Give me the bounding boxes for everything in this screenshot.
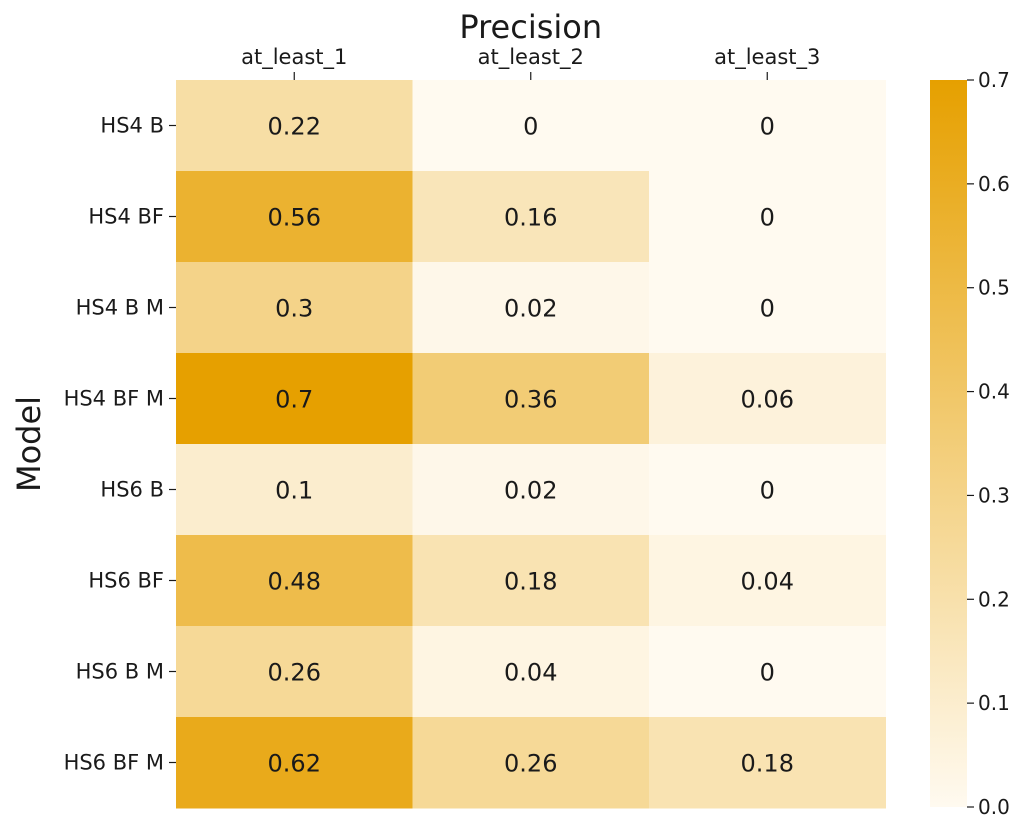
chart-title: Precision [459, 8, 602, 46]
heatmap-cell [649, 262, 886, 354]
colorbar-tick-label: 0.3 [978, 483, 1010, 507]
cell-value-label: 0.04 [504, 659, 557, 687]
heatmap-cell [649, 626, 886, 718]
x-axis-ticks: at_least_1 at_least_2 at_least_3 [241, 45, 820, 80]
cell-value-label: 0.18 [504, 568, 557, 596]
heatmap-cell [649, 353, 886, 445]
cell-value-label: 0.02 [504, 477, 557, 505]
cell-value-label: 0 [760, 204, 775, 232]
y-axis-ticks: HS4 B HS4 BF HS4 B M HS4 BF M HS6 B HS6 BF HS6… [64, 114, 176, 775]
heatmap-cell [412, 444, 650, 536]
x-tick-label: at_least_3 [714, 45, 820, 70]
cell-value-label: 0.16 [504, 204, 557, 232]
cell-value-label: 0 [523, 113, 538, 141]
cell-value-label: 0 [760, 477, 775, 505]
heatmap-cell [176, 535, 413, 627]
heatmap-cell [176, 262, 413, 354]
heatmap-cell [176, 444, 413, 536]
cell-value-label: 0.26 [268, 659, 321, 687]
colorbar-tick-label: 0.6 [978, 172, 1010, 196]
colorbar-tick-label: 0.0 [978, 795, 1010, 819]
y-tick-label: HS4 BF [88, 205, 164, 229]
y-tick-label: HS4 B [100, 114, 164, 138]
cell-value-label: 0.22 [268, 113, 321, 141]
heatmap-cells: 0.22 0 0 0.56 0.16 0 0.3 0.02 0 0.7 0.36 0.06 0.1 0.0… [176, 80, 886, 809]
heatmap-cell [649, 535, 886, 627]
heatmap-cell [412, 535, 650, 627]
colorbar-tick-label: 0.2 [978, 587, 1010, 611]
y-axis-title: Model [10, 396, 48, 492]
x-tick-label: at_least_2 [478, 45, 584, 70]
heatmap-cell [412, 353, 650, 445]
cell-value-label: 0.02 [504, 295, 557, 323]
cell-value-label: 0 [760, 295, 775, 323]
y-tick-label: HS4 BF M [64, 387, 164, 411]
cell-value-label: 0.62 [268, 750, 321, 778]
y-tick-label: HS6 BF M [64, 751, 164, 775]
cell-value-label: 0.3 [275, 295, 313, 323]
heatmap-cell [176, 717, 413, 809]
cell-value-label: 0.1 [275, 477, 313, 505]
colorbar-ticks: 0.0 0.1 0.2 0.3 0.4 0.5 0.6 0.7 [967, 68, 1010, 819]
y-tick-label: HS4 B M [76, 296, 164, 320]
colorbar-tick-label: 0.5 [978, 276, 1010, 300]
heatmap-cell [412, 171, 650, 263]
heatmap-cell [649, 80, 886, 172]
heatmap-cell [412, 80, 650, 172]
cell-value-label: 0 [760, 113, 775, 141]
colorbar-tick-label: 0.1 [978, 691, 1010, 715]
heatmap-cell [412, 262, 650, 354]
heatmap-cell [176, 353, 413, 445]
heatmap-cell [412, 717, 650, 809]
y-tick-label: HS6 B M [76, 660, 164, 684]
cell-value-label: 0.36 [504, 386, 557, 414]
y-tick-label: HS6 BF [88, 569, 164, 593]
heatmap-cell [176, 171, 413, 263]
colorbar-tick-label: 0.7 [978, 68, 1010, 92]
colorbar [930, 80, 967, 807]
y-tick-label: HS6 B [100, 478, 164, 502]
cell-value-label: 0.04 [741, 568, 794, 596]
heatmap-cell [649, 717, 886, 809]
cell-value-label: 0.18 [741, 750, 794, 778]
heatmap-cell [649, 444, 886, 536]
heatmap-cell [176, 626, 413, 718]
colorbar-tick-label: 0.4 [978, 380, 1010, 404]
cell-value-label: 0.06 [741, 386, 794, 414]
cell-value-label: 0.56 [268, 204, 321, 232]
cell-value-label: 0.26 [504, 750, 557, 778]
x-tick-label: at_least_1 [241, 45, 347, 70]
cell-value-label: 0 [760, 659, 775, 687]
heatmap-cell [412, 626, 650, 718]
cell-value-label: 0.7 [275, 386, 313, 414]
heatmap-cell [649, 171, 886, 263]
cell-value-label: 0.48 [268, 568, 321, 596]
heatmap-cell [176, 80, 413, 172]
